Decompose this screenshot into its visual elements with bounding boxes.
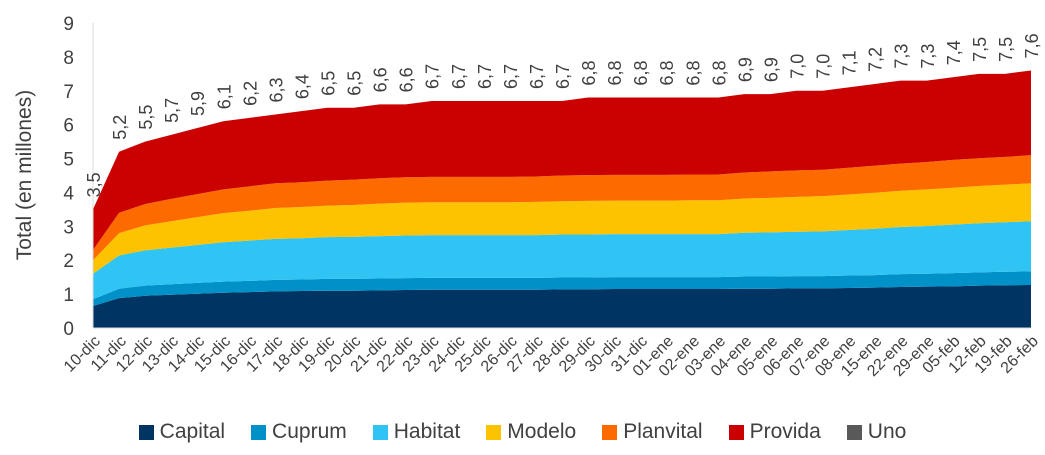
total-data-label: 7,2 xyxy=(866,47,886,72)
total-data-label: 7,1 xyxy=(840,50,860,75)
y-tick-label: 2 xyxy=(63,251,74,272)
total-data-label: 6,1 xyxy=(214,84,234,109)
total-data-label: 7,5 xyxy=(996,37,1016,62)
legend-item-modelo: Modelo xyxy=(486,420,576,444)
total-data-label: 6,7 xyxy=(475,64,495,89)
legend-item-uno: Uno xyxy=(846,420,907,444)
total-data-label: 5,9 xyxy=(188,91,208,116)
total-data-label: 6,7 xyxy=(527,64,547,89)
legend-label: Habitat xyxy=(393,420,461,443)
area-series-habitat xyxy=(93,221,1031,300)
y-tick-label: 8 xyxy=(63,48,74,69)
total-data-label: 6,8 xyxy=(683,61,703,86)
legend-item-cuprum: Cuprum xyxy=(251,420,347,444)
total-data-label: 6,8 xyxy=(605,61,625,86)
legend-label: Planvital xyxy=(623,420,703,443)
y-axis-title: Total (en millones) xyxy=(13,90,36,260)
legend-swatch xyxy=(728,424,744,440)
y-tick-label: 1 xyxy=(63,285,74,306)
total-data-label: 6,2 xyxy=(240,81,260,106)
area-series-capital xyxy=(93,284,1031,328)
total-data-label: 6,7 xyxy=(501,64,521,89)
legend-swatch xyxy=(486,424,502,440)
total-data-label: 7,3 xyxy=(918,44,938,69)
y-tick-label: 4 xyxy=(63,183,74,204)
total-data-label: 6,6 xyxy=(371,67,391,92)
total-data-label: 7,0 xyxy=(788,54,808,79)
total-data-label: 6,7 xyxy=(553,64,573,89)
legend: Capital Cuprum Habitat Modelo Planvital Provi… xyxy=(0,420,1045,444)
total-data-label: 6,9 xyxy=(735,57,755,82)
stacked-area-chart: 012345678910-dic11-dic12-dic13-dic14-dic… xyxy=(13,14,1042,380)
total-data-label: 6,8 xyxy=(657,61,677,86)
total-data-label: 6,3 xyxy=(266,77,286,102)
area-series-planvital xyxy=(93,155,1031,261)
total-data-label: 6,8 xyxy=(631,61,651,86)
legend-item-planvital: Planvital xyxy=(602,420,703,444)
legend-label: Capital xyxy=(159,420,226,443)
total-data-label: 6,7 xyxy=(449,64,469,89)
y-tick-label: 0 xyxy=(63,319,74,340)
legend-swatch xyxy=(251,424,267,440)
area-series-provida xyxy=(93,70,1031,251)
y-tick-label: 7 xyxy=(63,82,74,103)
y-tick-label: 5 xyxy=(63,150,74,171)
legend-label: Uno xyxy=(867,420,907,443)
total-data-label: 7,6 xyxy=(1022,33,1042,58)
legend-item-capital: Capital xyxy=(138,420,226,444)
total-data-label: 7,3 xyxy=(892,44,912,69)
legend-swatch xyxy=(372,424,388,440)
total-data-label: 6,5 xyxy=(345,71,365,96)
total-data-label: 5,2 xyxy=(110,115,130,140)
legend-swatch xyxy=(602,424,618,440)
legend-item-habitat: Habitat xyxy=(372,420,461,444)
y-tick-label: 6 xyxy=(63,116,74,137)
total-data-label: 7,4 xyxy=(944,40,964,65)
legend-swatch xyxy=(138,424,154,440)
legend-label: Cuprum xyxy=(272,420,347,443)
total-data-label: 6,6 xyxy=(397,67,417,92)
total-data-label: 6,8 xyxy=(709,61,729,86)
total-data-label: 5,5 xyxy=(136,105,156,130)
legend-item-provida: Provida xyxy=(728,420,821,444)
total-data-label: 5,7 xyxy=(162,98,182,123)
total-data-label: 7,5 xyxy=(970,37,990,62)
total-data-label: 6,4 xyxy=(292,74,312,99)
legend-label: Provida xyxy=(749,420,821,443)
total-data-label: 6,7 xyxy=(423,64,443,89)
total-data-label: 6,9 xyxy=(761,57,781,82)
total-data-label: 7,0 xyxy=(814,54,834,79)
total-data-label: 3,5 xyxy=(84,172,104,197)
total-data-label: 6,8 xyxy=(579,61,599,86)
legend-swatch xyxy=(846,424,862,440)
area-series-cuprum xyxy=(93,271,1031,306)
total-data-label: 6,5 xyxy=(319,71,339,96)
y-tick-label: 3 xyxy=(63,217,74,238)
legend-label: Modelo xyxy=(507,420,577,443)
area-series-modelo xyxy=(93,183,1031,274)
y-tick-label: 9 xyxy=(63,14,74,35)
